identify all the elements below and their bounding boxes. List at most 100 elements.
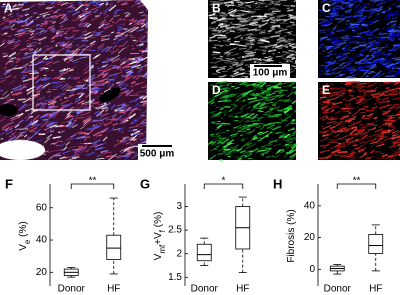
- fiber: [288, 140, 294, 144]
- fiber: [78, 22, 86, 26]
- fiber: [75, 109, 81, 113]
- fiber: [349, 0, 354, 2]
- fiber: [231, 73, 241, 78]
- fiber: [59, 92, 65, 96]
- fiber: [330, 40, 337, 43]
- fiber: [350, 40, 354, 43]
- x-tick-label: Donor: [324, 284, 352, 295]
- fiber: [236, 91, 245, 98]
- fiber: [246, 20, 252, 23]
- fiber: [99, 105, 102, 108]
- fiber: [134, 74, 141, 78]
- fiber: [391, 16, 399, 20]
- fiber: [129, 136, 134, 139]
- fiber: [330, 128, 334, 131]
- fiber: [273, 143, 281, 147]
- fiber: [257, 15, 267, 18]
- fiber: [24, 17, 30, 22]
- fiber: [49, 51, 54, 54]
- y-tick-label: 20: [304, 232, 316, 243]
- fiber: [51, 95, 60, 102]
- fiber: [241, 9, 251, 13]
- fiber: [391, 57, 400, 60]
- fiber: [69, 93, 75, 97]
- fiber: [291, 100, 297, 104]
- fiber: [209, 140, 214, 144]
- fiber: [245, 52, 256, 54]
- fiber: [229, 65, 232, 68]
- fiber: [247, 106, 251, 109]
- fiber: [84, 34, 94, 40]
- fiber: [11, 64, 18, 71]
- fiber: [327, 50, 334, 54]
- fiber: [59, 24, 64, 28]
- fiber: [242, 92, 247, 94]
- fiber: [393, 150, 400, 155]
- fiber: [350, 121, 356, 125]
- fiber: [373, 133, 376, 135]
- fiber: [25, 31, 35, 35]
- fiber: [217, 22, 224, 27]
- fiber: [379, 58, 387, 64]
- fiber: [123, 116, 131, 123]
- fiber: [244, 4, 251, 8]
- fiber: [359, 153, 367, 159]
- fiber: [63, 16, 68, 21]
- fiber: [239, 150, 246, 154]
- fiber: [359, 146, 367, 152]
- fiber: [240, 108, 243, 111]
- fiber: [388, 28, 395, 33]
- fiber: [335, 52, 345, 56]
- fiber: [139, 141, 148, 144]
- fiber: [379, 31, 382, 34]
- fiber: [291, 118, 295, 122]
- fiber: [130, 140, 138, 146]
- fiber: [333, 149, 341, 156]
- fiber: [142, 79, 147, 85]
- fiber: [381, 123, 389, 126]
- fiber: [71, 50, 76, 55]
- fiber: [346, 141, 350, 144]
- fiber: [17, 98, 26, 101]
- fiber: [340, 40, 347, 45]
- fiber: [49, 27, 56, 32]
- fiber: [353, 54, 359, 57]
- fiber: [43, 120, 52, 122]
- fiber: [377, 157, 380, 160]
- fiber: [47, 88, 51, 91]
- fiber: [387, 28, 398, 30]
- fiber: [52, 20, 57, 24]
- fiber: [369, 107, 377, 113]
- fiber: [241, 91, 250, 97]
- fiber: [91, 87, 95, 90]
- fiber: [318, 19, 329, 25]
- fiber: [370, 92, 380, 96]
- fiber: [44, 16, 54, 20]
- fiber: [231, 0, 240, 2]
- fiber: [347, 56, 353, 60]
- fiber: [365, 5, 371, 9]
- fiber: [390, 136, 395, 140]
- fiber: [14, 86, 23, 92]
- fiber: [289, 16, 296, 20]
- fiber: [318, 69, 328, 73]
- fiber: [359, 140, 369, 144]
- fiber: [285, 100, 292, 102]
- fiber: [125, 84, 129, 87]
- fiber: [76, 135, 86, 140]
- x-tick-label: Donor: [191, 284, 219, 295]
- fiber: [138, 11, 144, 14]
- fiber: [348, 21, 353, 23]
- fiber: [74, 86, 84, 91]
- fiber: [210, 133, 215, 136]
- fiber: [388, 127, 395, 134]
- fiber: [359, 48, 367, 55]
- fiber: [26, 28, 33, 32]
- fiber: [61, 43, 69, 50]
- fiber: [22, 104, 29, 107]
- fiber: [255, 148, 259, 151]
- fiber: [139, 40, 148, 43]
- fiber: [73, 77, 81, 80]
- fiber: [340, 128, 350, 133]
- fiber: [23, 12, 28, 16]
